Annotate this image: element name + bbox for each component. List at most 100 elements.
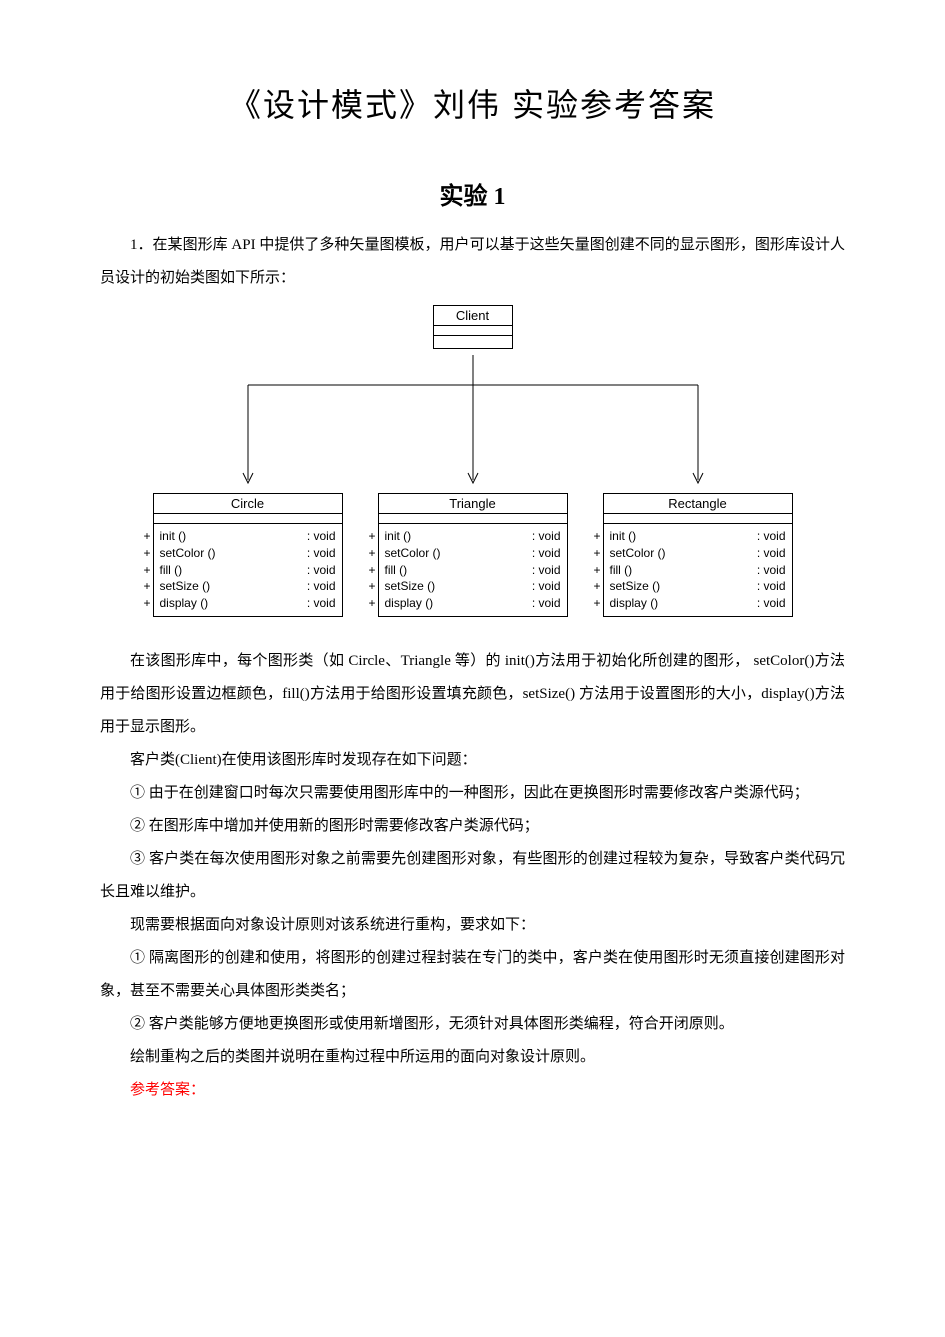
op-return: : void <box>307 545 336 562</box>
op-signature: setSize () <box>610 578 661 595</box>
uml-operation: +setColor (): void <box>160 545 336 562</box>
uml-class-name: Triangle <box>379 494 567 514</box>
intro-paragraph: 1．在某图形库 API 中提供了多种矢量图模板，用户可以基于这些矢量图创建不同的… <box>100 229 845 295</box>
uml-class-triangle: Triangle +init (): void+setColor (): voi… <box>378 493 568 617</box>
op-return: : void <box>757 562 786 579</box>
uml-class-circle: Circle +init (): void+setColor (): void+… <box>153 493 343 617</box>
uml-attrs-empty <box>434 326 512 336</box>
op-signature: setSize () <box>385 578 436 595</box>
text: 等）的 <box>451 653 505 669</box>
text: (Client) <box>175 752 222 768</box>
op-return: : void <box>532 528 561 545</box>
uml-attrs-empty <box>154 514 342 524</box>
visibility-marker: + <box>594 562 601 579</box>
uml-client-class: Client <box>433 305 513 349</box>
issue-item: ② 在图形库中增加并使用新的图形时需要修改客户类源代码； <box>100 810 845 843</box>
op-return: : void <box>757 528 786 545</box>
client-problems-intro: 客户类(Client)在使用该图形库时发现存在如下问题： <box>100 744 845 777</box>
uml-attrs-empty <box>604 514 792 524</box>
requirement-item: ② 客户类能够方便地更换图形或使用新增图形，无须针对具体图形类编程，符合开闭原则… <box>100 1008 845 1041</box>
op-signature: display () <box>160 595 209 612</box>
visibility-marker: + <box>369 562 376 579</box>
uml-operation: +setSize (): void <box>610 578 786 595</box>
uml-attrs-empty <box>379 514 567 524</box>
uml-operation: +setSize (): void <box>160 578 336 595</box>
op-signature: fill () <box>385 562 408 579</box>
visibility-marker: + <box>144 562 151 579</box>
op-return: : void <box>532 578 561 595</box>
uml-operation: +init (): void <box>610 528 786 545</box>
uml-class-rectangle: Rectangle +init (): void+setColor (): vo… <box>603 493 793 617</box>
op-return: : void <box>757 595 786 612</box>
text: setColor() <box>754 653 815 669</box>
visibility-marker: + <box>144 595 151 612</box>
answer-label: 参考答案： <box>100 1074 845 1107</box>
uml-operation: +setSize (): void <box>385 578 561 595</box>
op-signature: setColor () <box>160 545 216 562</box>
uml-ops-empty <box>434 336 512 348</box>
op-signature: init () <box>160 528 187 545</box>
op-signature: fill () <box>610 562 633 579</box>
text: 方法用于给图形设置填充颜色， <box>310 686 523 702</box>
uml-ops: +init (): void+setColor (): void+fill ()… <box>379 524 567 616</box>
uml-ops: +init (): void+setColor (): void+fill ()… <box>604 524 792 616</box>
text: 方法用于初始化所创建的图形， <box>535 653 754 669</box>
visibility-marker: + <box>144 545 151 562</box>
uml-class-row: Circle +init (): void+setColor (): void+… <box>153 493 793 617</box>
issue-item: ① 由于在创建窗口时每次只需要使用图形库中的一种图形，因此在更换图形时需要修改客… <box>100 777 845 810</box>
uml-operation: +fill (): void <box>610 562 786 579</box>
text: 在使用该图形库时发现存在如下问题： <box>222 752 477 768</box>
uml-operation: +display (): void <box>160 595 336 612</box>
method-description: 在该图形库中，每个图形类（如 Circle、Triangle 等）的 init(… <box>100 645 845 744</box>
task-instruction: 绘制重构之后的类图并说明在重构过程中所运用的面向对象设计原则。 <box>100 1041 845 1074</box>
visibility-marker: + <box>594 578 601 595</box>
uml-class-name: Circle <box>154 494 342 514</box>
op-return: : void <box>307 528 336 545</box>
document-title: 《设计模式》刘伟 实验参考答案 <box>100 80 845 126</box>
uml-diagram: Client Circle +init (): void+setColor ()… <box>153 305 793 625</box>
op-return: : void <box>307 578 336 595</box>
uml-operation: +setColor (): void <box>385 545 561 562</box>
text: display() <box>761 686 814 702</box>
op-return: : void <box>307 562 336 579</box>
requirement-item: ① 隔离图形的创建和使用，将图形的创建过程封装在专门的类中，客户类在使用图形时无… <box>100 942 845 1008</box>
op-return: : void <box>532 595 561 612</box>
text: fill() <box>282 686 310 702</box>
visibility-marker: + <box>369 545 376 562</box>
op-signature: init () <box>610 528 637 545</box>
issue-item: ③ 客户类在每次使用图形对象之前需要先创建图形对象，有些图形的创建过程较为复杂，… <box>100 843 845 909</box>
uml-operation: +init (): void <box>385 528 561 545</box>
uml-operation: +fill (): void <box>385 562 561 579</box>
text: setSize() <box>523 686 575 702</box>
op-signature: display () <box>610 595 659 612</box>
op-signature: fill () <box>160 562 183 579</box>
uml-operation: +init (): void <box>160 528 336 545</box>
op-signature: display () <box>385 595 434 612</box>
experiment-heading: 实验 1 <box>100 176 845 211</box>
visibility-marker: + <box>594 528 601 545</box>
op-signature: setColor () <box>610 545 666 562</box>
requirements-intro: 现需要根据面向对象设计原则对该系统进行重构，要求如下： <box>100 909 845 942</box>
visibility-marker: + <box>594 595 601 612</box>
visibility-marker: + <box>369 595 376 612</box>
text: Circle <box>348 653 385 669</box>
uml-operation: +display (): void <box>610 595 786 612</box>
uml-operation: +fill (): void <box>160 562 336 579</box>
op-signature: setColor () <box>385 545 441 562</box>
text: Triangle <box>401 653 451 669</box>
uml-operation: +setColor (): void <box>610 545 786 562</box>
visibility-marker: + <box>369 578 376 595</box>
op-return: : void <box>532 562 561 579</box>
visibility-marker: + <box>594 545 601 562</box>
uml-operation: +display (): void <box>385 595 561 612</box>
op-return: : void <box>757 578 786 595</box>
text: 方法用于设置图形的大小， <box>575 686 761 702</box>
op-return: : void <box>757 545 786 562</box>
text: 、 <box>385 653 401 669</box>
text: 在该图形库中，每个图形类（如 <box>130 653 348 669</box>
uml-class-name: Client <box>434 306 512 326</box>
visibility-marker: + <box>144 578 151 595</box>
op-signature: init () <box>385 528 412 545</box>
visibility-marker: + <box>369 528 376 545</box>
text: init() <box>505 653 535 669</box>
